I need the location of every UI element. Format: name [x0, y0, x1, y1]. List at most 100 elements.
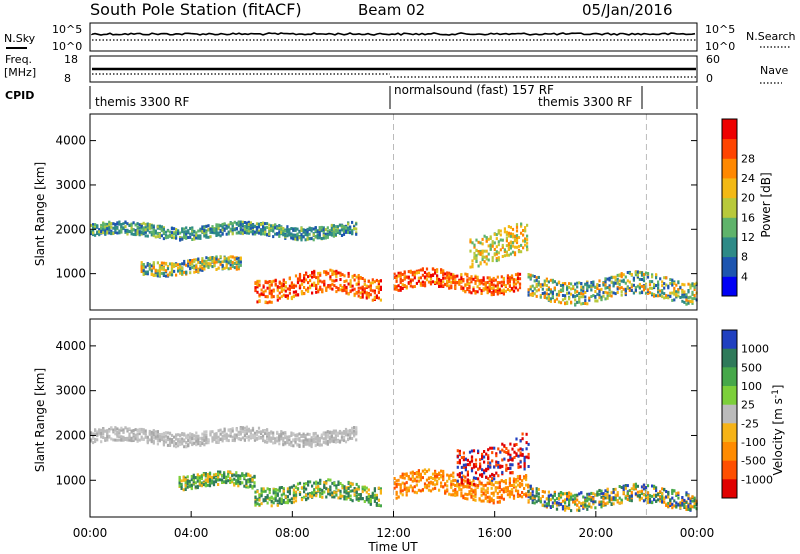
echo-cell — [479, 465, 482, 469]
echo-cell — [280, 295, 283, 299]
echo-cell — [247, 429, 250, 433]
echo-cell — [128, 230, 131, 234]
echo-cell — [231, 261, 234, 264]
echo-cell — [466, 282, 469, 286]
echo-cell — [561, 284, 565, 287]
echo-cell — [313, 281, 316, 285]
echo-cell — [114, 426, 117, 430]
echo-cell — [280, 284, 283, 288]
echo-cell — [260, 502, 263, 506]
echo-cell — [497, 465, 500, 469]
echo-cell — [254, 496, 257, 499]
echo-cell — [458, 449, 461, 453]
echo-cell — [286, 498, 289, 502]
echo-cell — [520, 231, 523, 235]
echo-cell — [419, 475, 422, 479]
echo-cell — [96, 225, 99, 228]
echo-cell — [519, 439, 522, 443]
echo-cell — [351, 228, 354, 232]
echo-cell — [518, 286, 522, 290]
echo-cell — [529, 273, 532, 277]
echo-cell — [351, 426, 354, 430]
echo-cell — [262, 228, 265, 232]
echo-cell — [527, 288, 530, 292]
echo-cell — [296, 443, 299, 447]
colorbar-tick-label: 24 — [741, 172, 755, 185]
echo-cell — [166, 234, 170, 238]
echo-cell — [669, 291, 672, 295]
echo-cell — [195, 431, 198, 435]
echo-cell — [456, 461, 459, 465]
echo-cell — [211, 225, 214, 229]
echo-cell — [361, 487, 364, 491]
echo-cell — [270, 430, 273, 434]
echo-cell — [322, 234, 325, 238]
echo-cell — [477, 250, 480, 253]
echo-cell — [262, 285, 265, 289]
echo-cell — [211, 430, 214, 434]
echo-cell — [189, 232, 192, 236]
echo-cell — [235, 231, 238, 235]
echo-cell — [541, 495, 544, 498]
echo-cell — [349, 494, 352, 498]
echo-cell — [600, 495, 603, 499]
echo-cell — [448, 284, 451, 288]
echo-cell — [498, 291, 501, 295]
echo-cell — [190, 483, 193, 487]
echo-cell — [278, 291, 281, 295]
echo-cell — [175, 442, 178, 446]
echo-cell — [462, 463, 465, 467]
echo-cell — [401, 481, 404, 485]
echo-cell — [495, 452, 498, 456]
echo-cell — [253, 436, 257, 440]
echo-cell — [482, 282, 485, 286]
echo-cell — [508, 284, 511, 288]
echo-cell — [574, 500, 577, 504]
echo-cell — [618, 273, 621, 277]
echo-cell — [164, 440, 168, 444]
echo-cell — [403, 482, 406, 486]
echo-cell — [549, 505, 552, 509]
echo-cell — [592, 294, 595, 297]
echo-cell — [397, 271, 400, 275]
echo-cell — [501, 470, 504, 474]
echo-cell — [596, 287, 599, 290]
echo-cell — [526, 245, 529, 249]
echo-cell — [596, 492, 599, 496]
echo-cell — [254, 286, 257, 290]
echo-cell — [168, 440, 172, 444]
echo-cell — [112, 428, 115, 432]
echo-cell — [290, 497, 293, 501]
echo-cell — [454, 490, 457, 494]
echo-cell — [237, 430, 240, 434]
echo-cell — [179, 237, 182, 241]
echo-cell — [634, 288, 637, 292]
echo-cell — [496, 286, 499, 290]
echo-cell — [183, 270, 186, 274]
echo-cell — [576, 508, 579, 512]
echo-cell — [503, 444, 506, 448]
echo-cell — [327, 489, 330, 493]
echo-cell — [266, 440, 269, 444]
echo-cell — [507, 449, 510, 453]
echo-cell — [270, 280, 273, 284]
echo-cell — [568, 282, 571, 286]
echo-cell — [458, 485, 461, 489]
echo-cell — [132, 232, 135, 236]
echo-cell — [192, 480, 195, 484]
echo-cell — [683, 283, 686, 287]
echo-cell — [164, 236, 168, 240]
echo-cell — [223, 428, 226, 432]
echo-cell — [290, 233, 293, 236]
echo-cell — [221, 222, 224, 226]
echo-cell — [524, 237, 527, 241]
echo-cell — [278, 497, 281, 501]
echo-cell — [373, 487, 376, 491]
echo-cell — [425, 273, 429, 276]
echo-cell — [181, 227, 184, 231]
echo-cell — [349, 436, 352, 440]
echo-cell — [606, 294, 609, 298]
echo-cell — [98, 431, 101, 435]
echo-cell — [338, 430, 342, 434]
echo-cell — [344, 225, 348, 229]
